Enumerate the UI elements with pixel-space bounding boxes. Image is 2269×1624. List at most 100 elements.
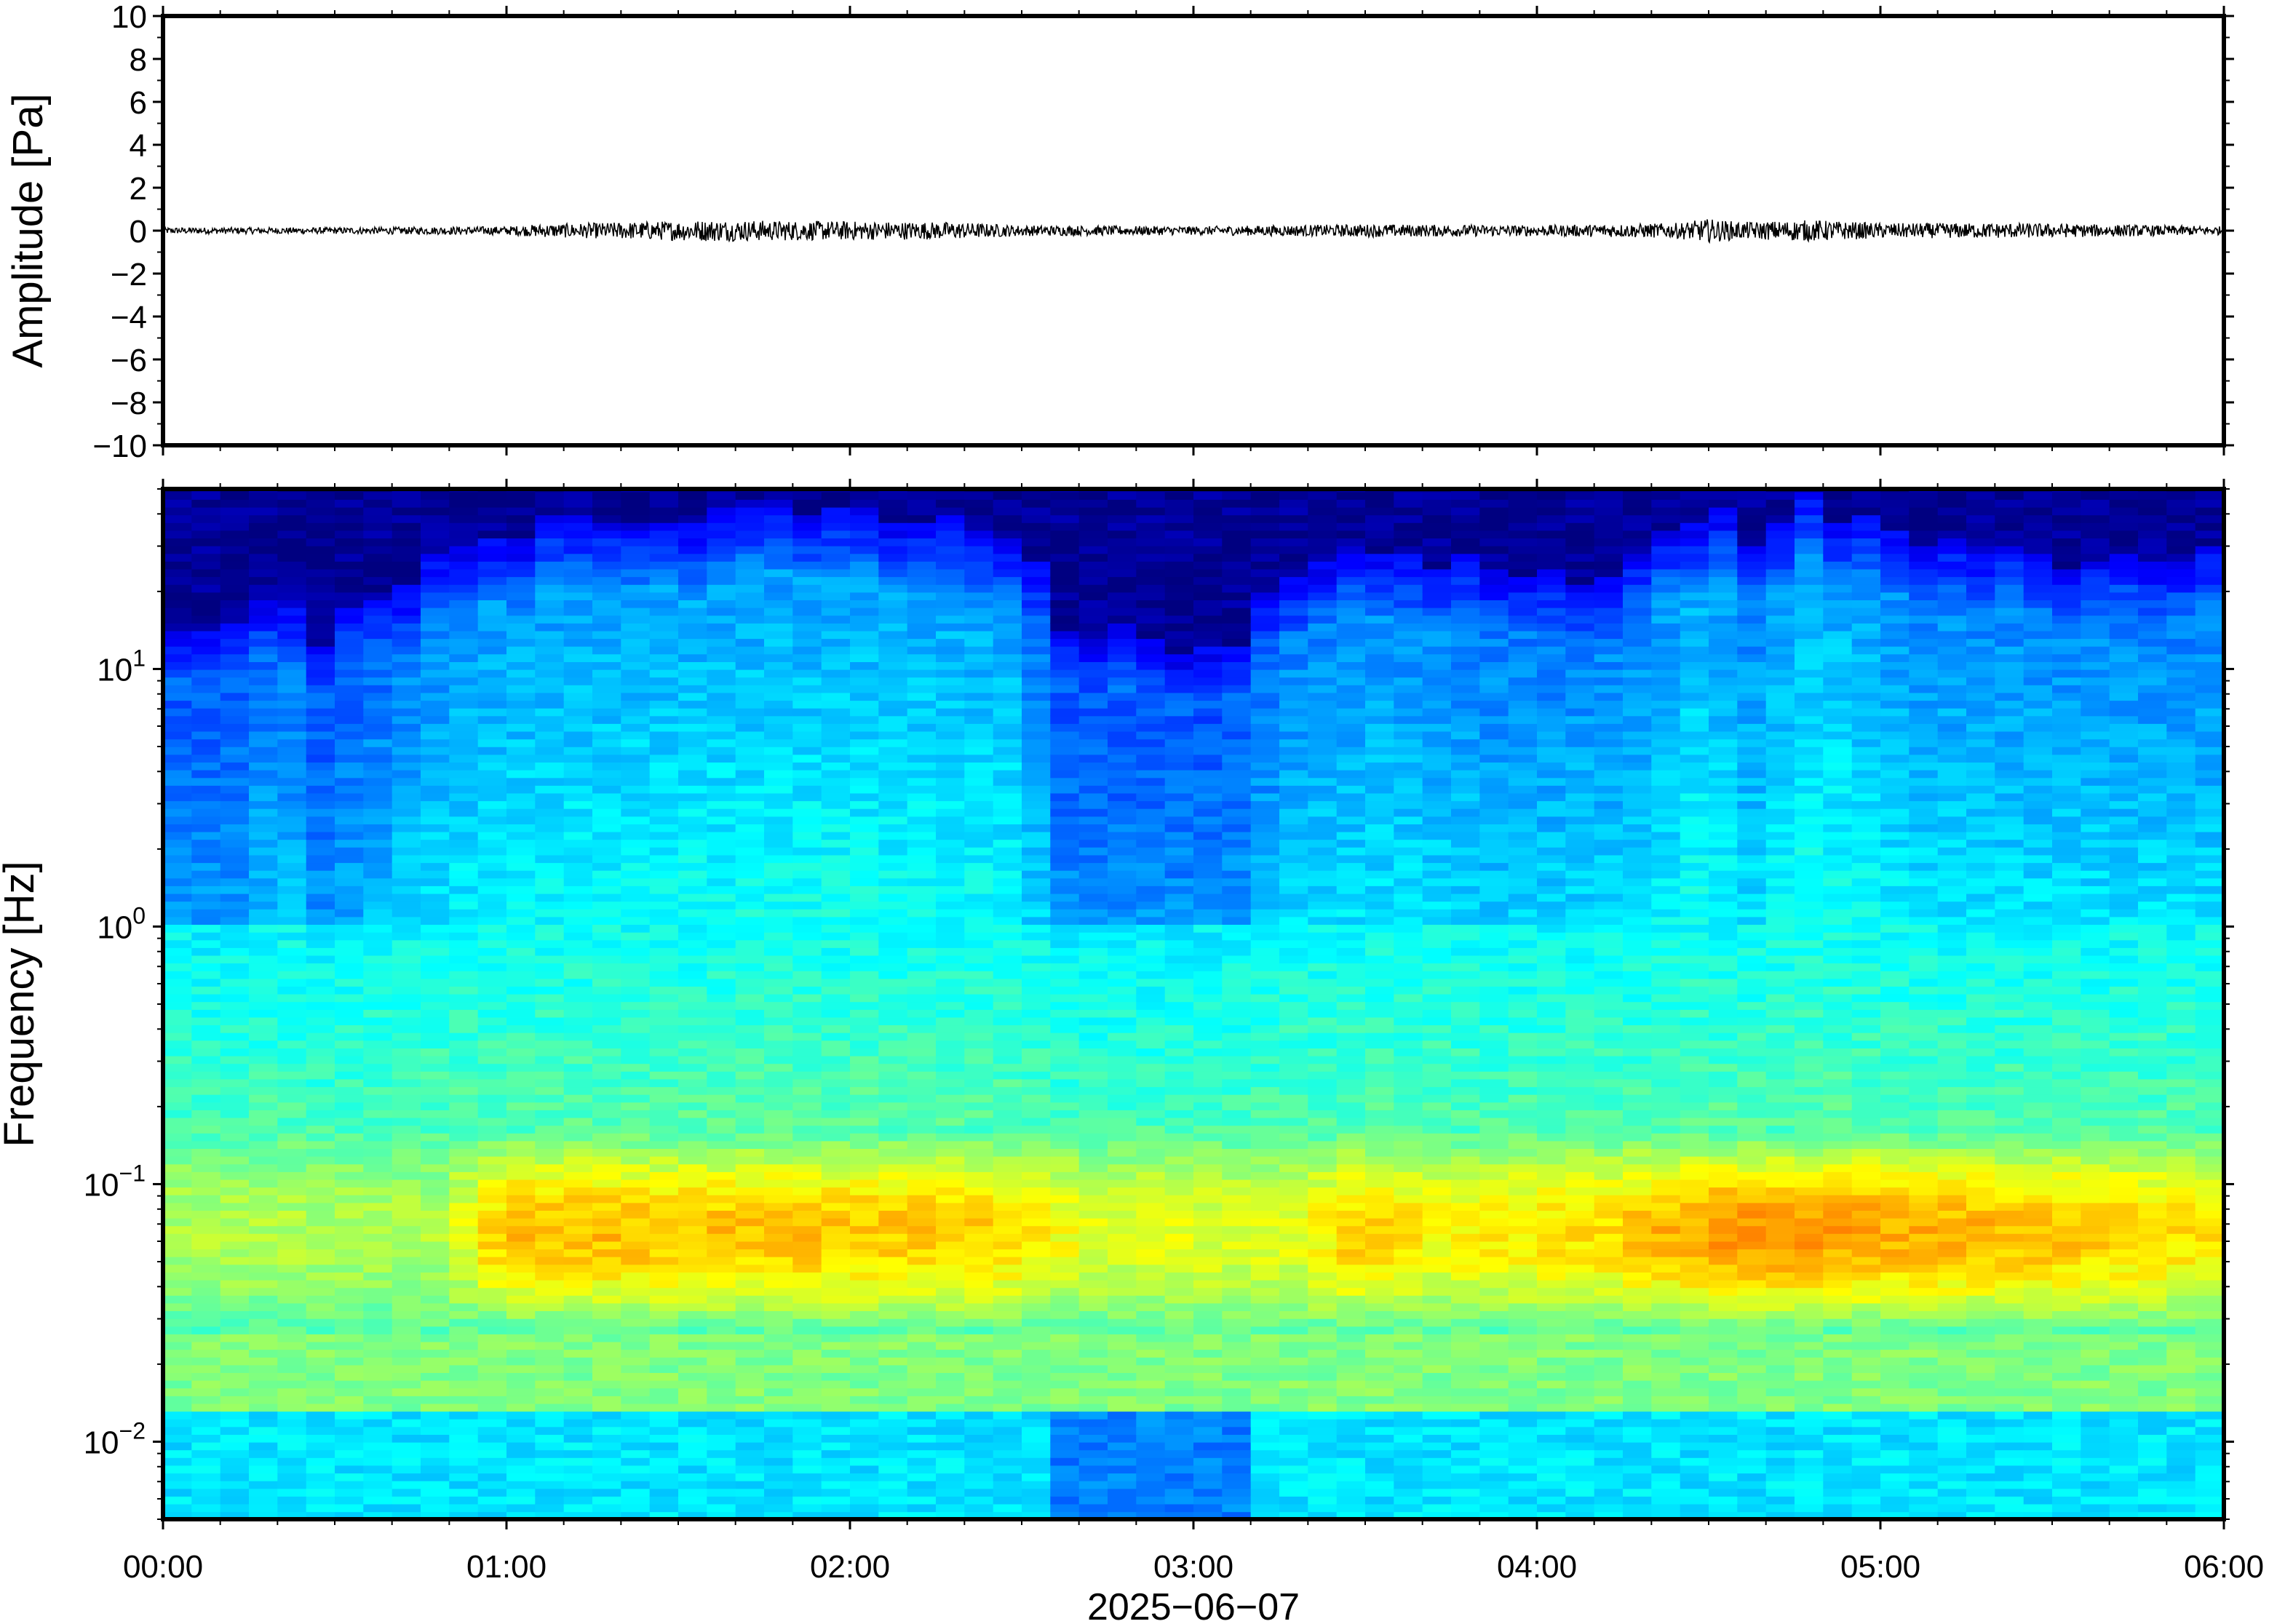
spectrogram-cell: [907, 522, 937, 531]
spectrogram-cell: [1078, 1441, 1108, 1451]
spectrogram-cell: [535, 499, 565, 508]
spectrogram-cell: [707, 1449, 736, 1458]
spectrogram-cell: [535, 1094, 565, 1103]
spectrogram-cell: [649, 630, 679, 640]
spectrogram-cell: [306, 638, 335, 647]
spectrogram-cell: [506, 1024, 536, 1033]
spectrogram-cell: [1022, 553, 1052, 562]
spectrogram-cell: [1078, 584, 1108, 593]
spectrogram-cell: [1050, 1287, 1080, 1296]
spectrogram-cell: [220, 592, 250, 600]
spectrogram-cell: [649, 1171, 679, 1180]
spectrogram-cell: [363, 545, 393, 554]
spectrogram-cell: [592, 1318, 622, 1327]
spectrogram-cell: [907, 1086, 937, 1095]
spectrogram-cell: [621, 1287, 651, 1296]
spectrogram-cell: [1108, 1163, 1137, 1172]
spectrogram-cell: [621, 1349, 651, 1358]
spectrogram-cell: [678, 1125, 708, 1134]
spectrogram-cell: [907, 816, 937, 824]
spectrogram-cell: [1164, 538, 1194, 546]
spectrogram-cell: [936, 561, 966, 570]
spectrogram-cell: [220, 653, 250, 662]
spectrogram-cell: [735, 491, 765, 500]
spectrogram-cell: [277, 530, 307, 538]
spectrogram-cell: [707, 1426, 736, 1435]
spectrogram-cell: [592, 1473, 622, 1481]
spectrogram-cell: [191, 1163, 221, 1172]
spectrogram-cell: [363, 1488, 393, 1497]
spectrogram-cell: [1022, 638, 1052, 647]
spectrogram-cell: [1078, 1264, 1108, 1273]
spectrogram-cell: [191, 538, 221, 546]
spectrogram-cell: [649, 700, 679, 709]
spectrogram-cell: [649, 1024, 679, 1033]
spectrogram-cell: [1078, 568, 1108, 578]
spectrogram-cell: [1022, 661, 1052, 670]
spectrogram-cell: [220, 723, 250, 732]
spectrogram-cell: [649, 1503, 679, 1513]
spectrogram-cell: [1136, 1001, 1166, 1010]
spectrogram-cell: [735, 847, 765, 856]
spectrogram-cell: [477, 1102, 507, 1110]
spectrogram-cell: [421, 645, 450, 655]
spectrogram-cell: [936, 955, 966, 964]
spectrogram-cell: [1193, 1310, 1223, 1319]
spectrogram-cell: [936, 530, 966, 538]
spectrogram-cell: [649, 1210, 679, 1219]
spectrogram-cell: [392, 862, 421, 871]
spectrogram-cell: [1136, 538, 1166, 546]
spectrogram-cell: [220, 1148, 250, 1157]
spectrogram-cell: [735, 916, 765, 925]
spectrogram-cell: [764, 1403, 794, 1412]
spectrogram-cell: [764, 1063, 794, 1072]
spectrogram-cell: [850, 1364, 880, 1373]
spectrogram-cell: [163, 1171, 193, 1180]
spectrogram-cell: [249, 993, 279, 1003]
spectrogram-cell: [249, 630, 279, 640]
spectrogram-cell: [163, 731, 193, 740]
spectrogram-cell: [191, 909, 221, 918]
spectrogram-cell: [878, 1403, 908, 1412]
spectrogram-cell: [878, 1055, 908, 1064]
spectrogram-cell: [1050, 1418, 1080, 1428]
spectrogram-cell: [621, 522, 651, 531]
spectrogram-cell: [964, 839, 994, 848]
spectrogram-cell: [421, 522, 450, 531]
spectrogram-cell: [1050, 1063, 1080, 1072]
spectrogram-cell: [477, 747, 507, 755]
spectrogram-cell: [220, 1001, 250, 1010]
spectrogram-cell: [649, 1380, 679, 1389]
spectrogram-cell: [907, 1249, 937, 1257]
spectrogram-cell: [191, 1179, 221, 1188]
spectrogram-cell: [421, 1195, 450, 1203]
spectrogram-cell: [249, 839, 279, 848]
spectrogram-cell: [707, 1016, 736, 1026]
spectrogram-cell: [792, 661, 822, 670]
spectrogram-cell: [363, 1372, 393, 1381]
spectrogram-cell: [850, 538, 880, 546]
spectrogram-cell: [392, 545, 421, 554]
spectrogram-cell: [1136, 931, 1166, 941]
spectrogram-cell: [649, 1086, 679, 1095]
spectrogram-cell: [1050, 893, 1080, 902]
spectrogram-cell: [964, 1318, 994, 1327]
spectrogram-cell: [1022, 1496, 1052, 1505]
spectrogram-cell: [535, 514, 565, 523]
spectrogram-cell: [936, 1071, 966, 1080]
spectrogram-cell: [1050, 1349, 1080, 1358]
spectrogram-cell: [821, 545, 851, 554]
spectrogram-cell: [592, 1140, 622, 1149]
spectrogram-cell: [163, 777, 193, 786]
spectrogram-cell: [363, 723, 393, 732]
spectrogram-cell: [421, 1256, 450, 1265]
spectrogram-cell: [964, 854, 994, 864]
spectrogram-cell: [993, 1511, 1022, 1519]
spectrogram-cell: [191, 700, 221, 709]
spectrogram-cell: [907, 653, 937, 662]
spectrogram-cell: [993, 1302, 1022, 1311]
spectrogram-cell: [735, 1179, 765, 1188]
spectrogram-cell: [1193, 1279, 1223, 1289]
spectrogram-cell: [191, 1225, 221, 1234]
spectrogram-cell: [735, 1310, 765, 1319]
